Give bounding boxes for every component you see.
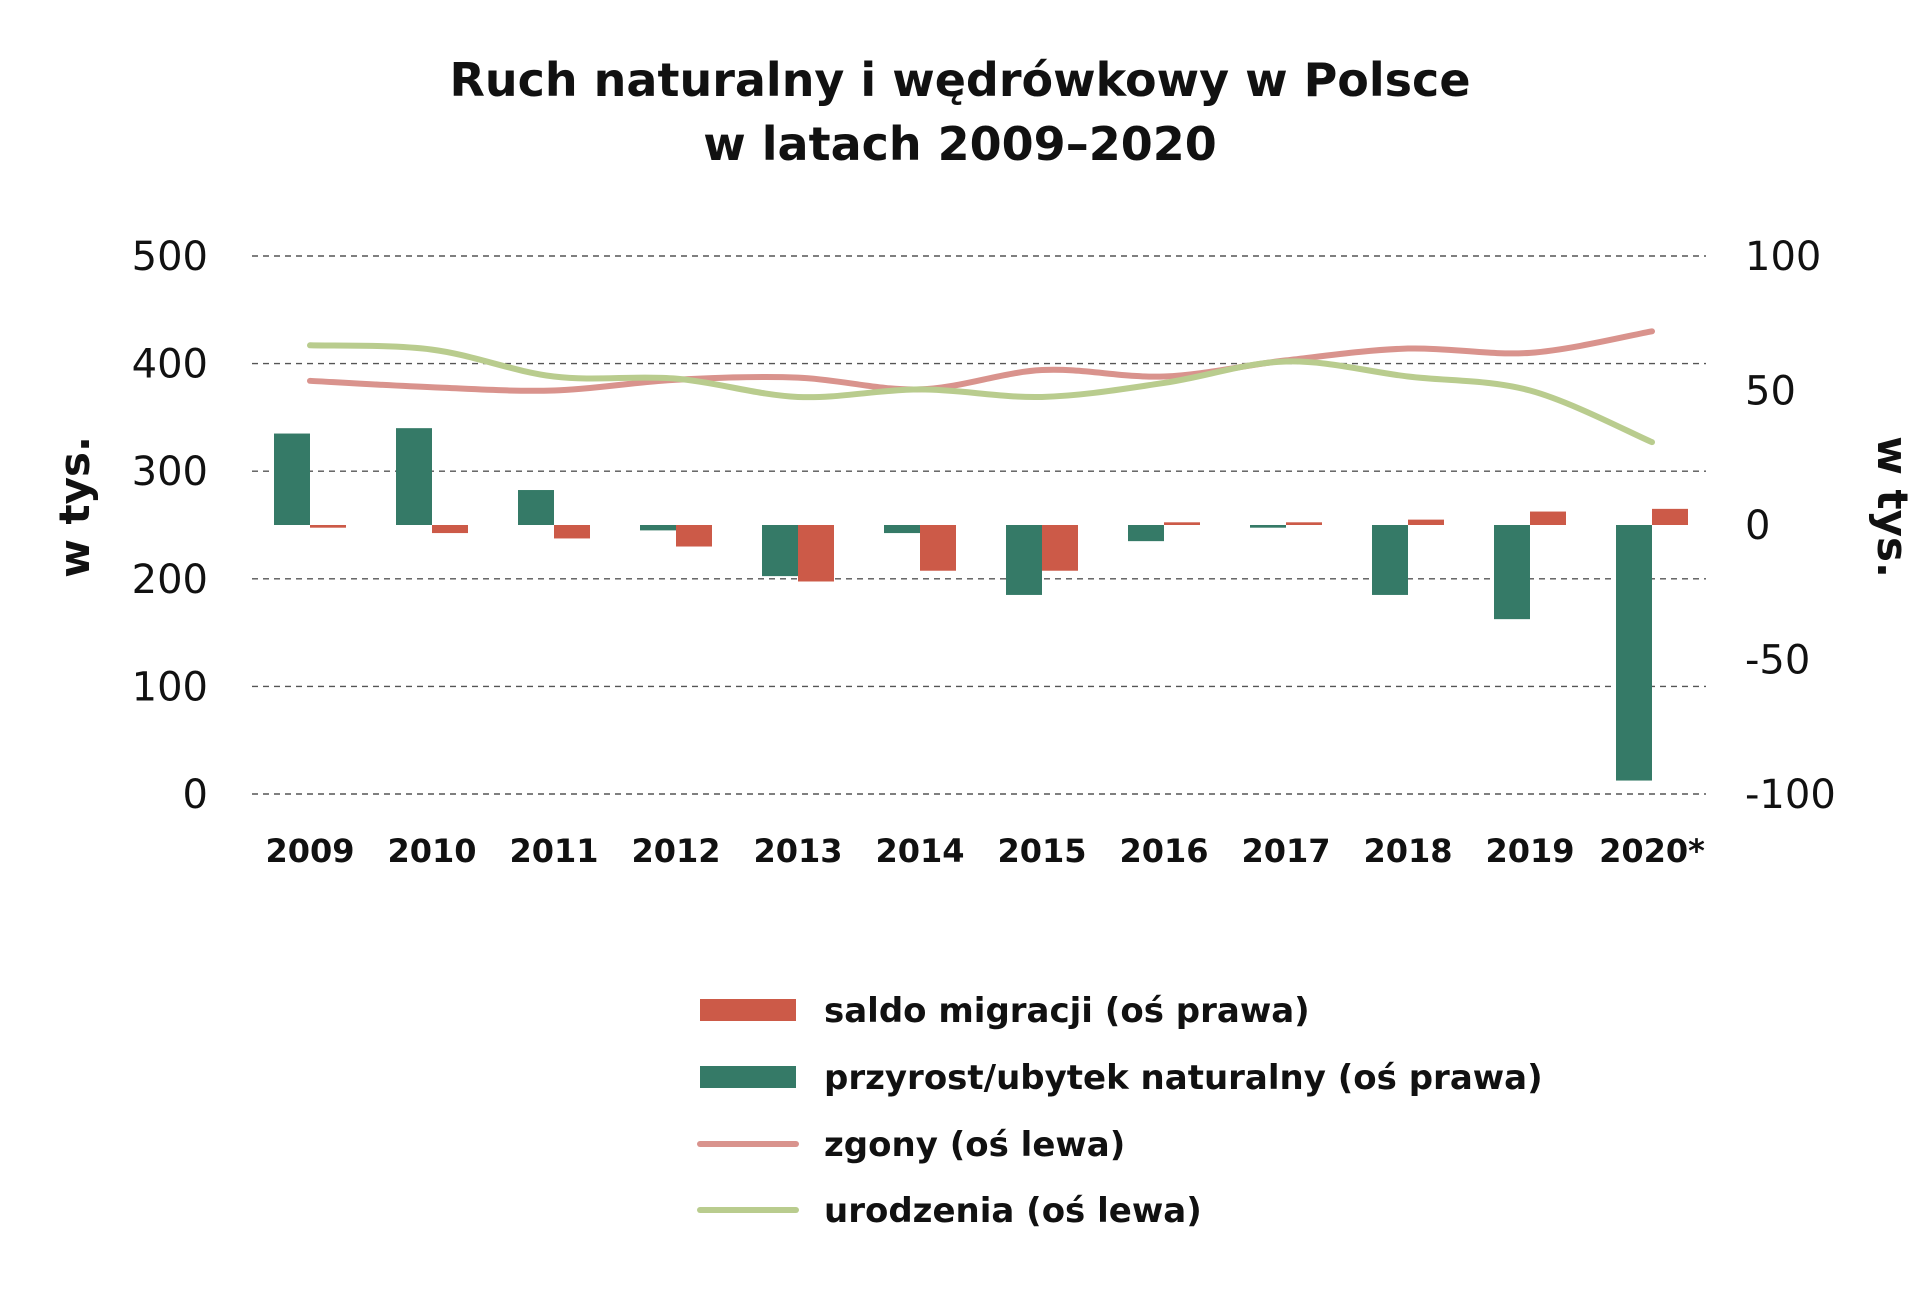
bar-natural-2009 xyxy=(274,433,310,525)
bar-natural-2010 xyxy=(396,428,432,525)
chart-title: Ruch naturalny i wędrówkowy w Polsce w l… xyxy=(0,48,1920,176)
bar-migration-2009 xyxy=(310,525,346,528)
x-tick-label: 2015 xyxy=(997,832,1086,870)
legend-label: urodzenia (oś lewa) xyxy=(824,1191,1202,1231)
legend: saldo migracji (oś prawa) przyrost/ubytek… xyxy=(697,991,1543,1231)
right-tick-label: -50 xyxy=(1745,638,1810,684)
bar-migration-2020* xyxy=(1652,508,1688,525)
left-axis-title: w tys. xyxy=(50,436,99,578)
right-tick-label: 0 xyxy=(1745,503,1770,549)
x-tick-label: 2016 xyxy=(1119,832,1208,870)
chart-title-line-1: Ruch naturalny i wędrówkowy w Polsce xyxy=(449,53,1471,107)
x-tick-label: 2017 xyxy=(1241,832,1330,870)
right-tick-label: 100 xyxy=(1745,234,1821,280)
bar-migration-2019 xyxy=(1530,511,1566,525)
left-tick-label: 200 xyxy=(132,557,208,603)
legend-swatch-bar xyxy=(700,999,796,1021)
legend-swatch-bar xyxy=(700,1066,796,1088)
bar-migration-2015 xyxy=(1042,525,1078,571)
left-tick-label: 100 xyxy=(132,664,208,710)
x-tick-label: 2012 xyxy=(631,832,720,870)
bar-migration-2013 xyxy=(798,525,834,582)
bar-natural-2014 xyxy=(884,525,920,534)
gridlines xyxy=(252,255,1706,795)
lines xyxy=(307,328,1655,446)
x-tick-label: 2010 xyxy=(387,832,476,870)
x-tick-label: 2014 xyxy=(875,832,964,870)
left-tick-label: 400 xyxy=(132,342,208,388)
bar-migration-2016 xyxy=(1164,522,1200,525)
line-zgony xyxy=(307,328,1655,394)
bar-migration-2017 xyxy=(1286,522,1322,525)
x-axis-ticks: 2009 2010 2011 2012 2013 2014 2015 2016 2017 2018… xyxy=(265,832,1705,870)
legend-label: zgony (oś lewa) xyxy=(824,1125,1125,1165)
bar-natural-2018 xyxy=(1372,525,1408,595)
right-axis-ticks: -100 -50 0 50 100 xyxy=(1745,234,1836,818)
left-axis-ticks: 0 100 200 300 400 500 xyxy=(132,234,208,818)
left-tick-label: 500 xyxy=(132,234,208,280)
bar-migration-2012 xyxy=(676,525,712,547)
bar-migration-2018 xyxy=(1408,519,1444,525)
left-tick-label: 0 xyxy=(183,772,208,818)
right-tick-label: -100 xyxy=(1745,772,1836,818)
bar-natural-2012 xyxy=(640,525,676,531)
legend-label: saldo migracji (oś prawa) xyxy=(824,991,1310,1031)
line-urodzenia xyxy=(307,342,1655,446)
x-tick-label: 2009 xyxy=(265,832,354,870)
bar-natural-2017 xyxy=(1250,525,1286,528)
x-tick-label: 2011 xyxy=(509,832,598,870)
bar-natural-2013 xyxy=(762,525,798,577)
bar-natural-2016 xyxy=(1128,525,1164,542)
bar-natural-2011 xyxy=(518,490,554,525)
x-tick-label: 2019 xyxy=(1485,832,1574,870)
x-tick-label: 2013 xyxy=(753,832,842,870)
right-axis-title: w tys. xyxy=(1868,436,1917,578)
bar-natural-2019 xyxy=(1494,525,1530,620)
bars xyxy=(274,428,1688,781)
right-tick-label: 50 xyxy=(1745,369,1796,415)
bar-migration-2010 xyxy=(432,525,468,534)
bar-migration-2011 xyxy=(554,525,590,539)
legend-label: przyrost/ubytek naturalny (oś prawa) xyxy=(824,1058,1543,1098)
bar-migration-2014 xyxy=(920,525,956,571)
bar-natural-2015 xyxy=(1006,525,1042,595)
chart-title-line-2: w latach 2009–2020 xyxy=(703,117,1217,171)
x-tick-label: 2020* xyxy=(1599,832,1705,870)
x-tick-label: 2018 xyxy=(1363,832,1452,870)
bar-natural-2020* xyxy=(1616,525,1652,781)
left-tick-label: 300 xyxy=(132,449,208,495)
